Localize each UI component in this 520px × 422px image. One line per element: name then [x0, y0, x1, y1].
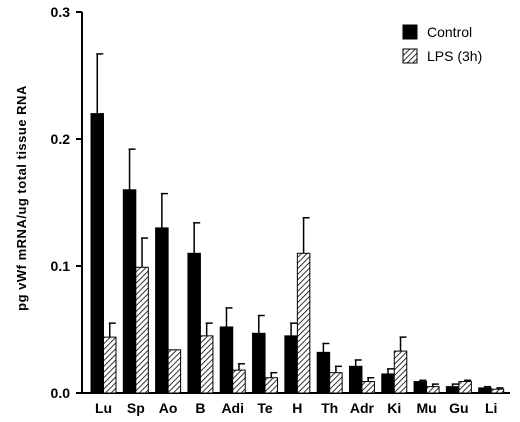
legend: Control LPS (3h) [402, 24, 482, 64]
legend-swatch-lps [402, 48, 418, 64]
y-ticks: 0.0 0.1 0.2 0.3 [51, 4, 82, 401]
x-category-label: Mu [416, 400, 436, 416]
x-category-label: Lu [95, 400, 112, 416]
bar-control-ao [155, 227, 169, 394]
x-category-label: Gu [449, 400, 468, 416]
y-tick-label: 0.0 [51, 385, 71, 401]
bar-lps-mu [426, 386, 440, 394]
y-tick-label: 0.1 [51, 258, 71, 274]
bar-lps-gu [458, 381, 472, 394]
y-tick-label: 0.2 [51, 131, 71, 147]
bar-lps-th [329, 372, 343, 394]
bar-control-th [316, 351, 331, 394]
x-category-label: Te [257, 400, 273, 416]
bar-lps-b [199, 335, 214, 394]
x-category-label: B [195, 400, 205, 416]
bar-lps-sp [135, 266, 149, 394]
bar-control-mu [413, 381, 428, 394]
x-category-label: Ki [387, 400, 401, 416]
y-axis-label: pg vWf mRNA/ug total tissue RNA [14, 85, 29, 311]
bar-control-adr [348, 365, 363, 394]
bars [90, 53, 505, 394]
bar-control-h [284, 335, 298, 394]
bar-lps-te [264, 377, 279, 394]
y-tick-label: 0.3 [51, 4, 71, 20]
bar-control-b [187, 252, 201, 394]
x-categories: Lu Sp Ao B Adi Te H Th Adr Ki Mu Gu Li [95, 400, 497, 416]
x-category-label: Adr [350, 400, 375, 416]
legend-label-control: Control [427, 24, 472, 40]
bar-control-gu [445, 386, 460, 394]
bar-lps-lu [103, 336, 117, 394]
bar-lps-h [296, 252, 311, 394]
bar-control-sp [122, 189, 137, 394]
x-category-label: Adi [221, 400, 244, 416]
bar-control-lu [90, 113, 104, 394]
bar-control-li [478, 387, 492, 394]
x-category-label: H [292, 400, 302, 416]
bar-lps-li [490, 388, 505, 394]
legend-swatch-control [402, 24, 418, 40]
bar-lps-adi [232, 369, 246, 394]
bar-control-adi [219, 326, 234, 394]
bar-lps-ao [167, 349, 182, 394]
bar-lps-adr [361, 381, 375, 394]
x-category-label: Th [321, 400, 338, 416]
x-category-label: Li [485, 400, 497, 416]
x-category-label: Ao [159, 400, 178, 416]
bar-control-ki [381, 373, 395, 394]
legend-label-lps: LPS (3h) [427, 48, 482, 64]
x-category-label: Sp [127, 400, 145, 416]
bar-lps-ki [393, 350, 408, 394]
bar-control-te [252, 332, 266, 394]
